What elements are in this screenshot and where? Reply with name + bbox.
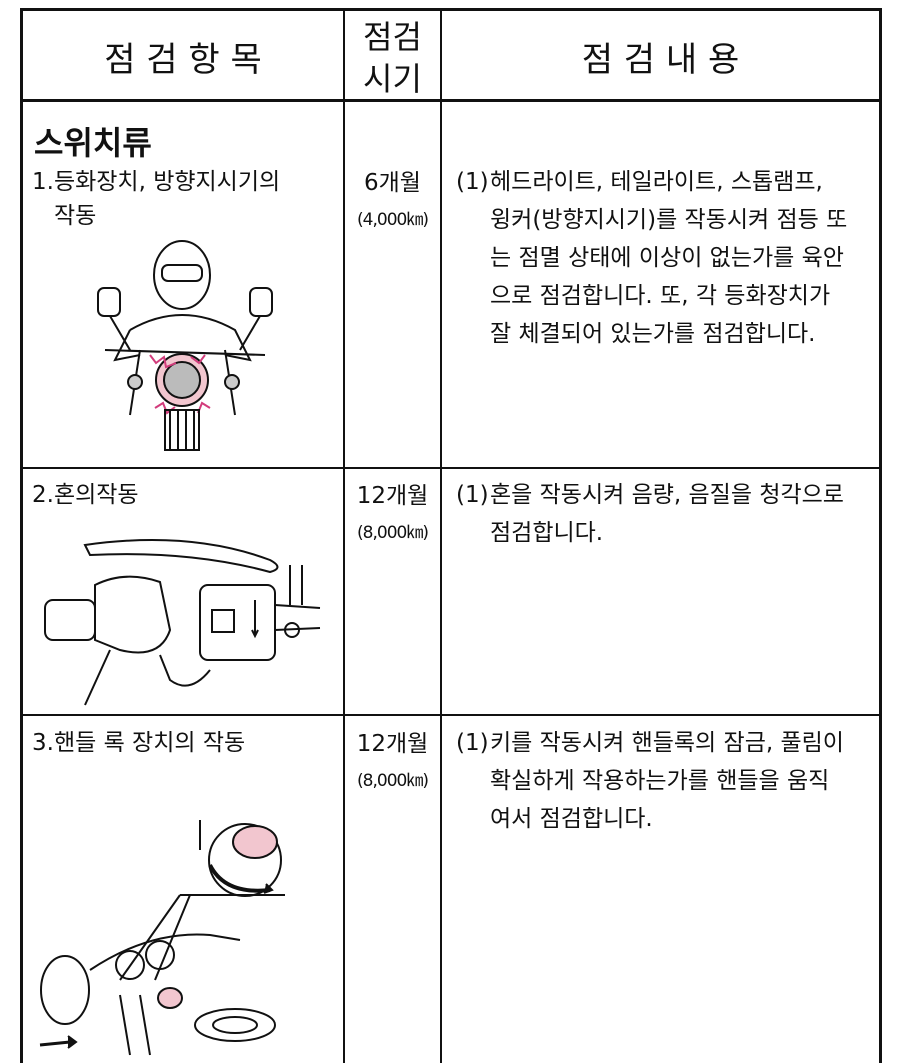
content-line: 헤드라이트, 테일라이트, 스톱램프, (490, 169, 823, 195)
border (20, 8, 23, 1063)
horn-illustration (44, 539, 321, 706)
distance: (8,000㎞) (357, 523, 429, 543)
content-line: 으로 점검합니다. 또, 각 등화장치가 (490, 283, 831, 309)
content-marker: (1) (456, 169, 489, 195)
border (20, 8, 882, 11)
content-line: 잘 체결되어 있는가를 점검합니다. (490, 321, 816, 347)
header-content: 점 검 내 용 (581, 40, 740, 80)
header-period: 시기 (363, 60, 422, 98)
section-title: 스위치류 (34, 124, 152, 162)
border (20, 99, 882, 102)
border (879, 8, 882, 1063)
period: 6개월 (364, 170, 421, 196)
rider-illustration (97, 240, 273, 451)
lock-illustration (39, 820, 285, 1056)
item-text: 3.핸들 록 장치의 작동 (32, 730, 246, 756)
content-line: 는 점멸 상태에 이상이 없는가를 육안 (490, 245, 844, 271)
distance: (4,000㎞) (357, 210, 429, 230)
border (343, 8, 345, 1063)
item-text: 작동 (54, 203, 97, 229)
content-line: 여서 점검합니다. (490, 806, 653, 832)
border (20, 467, 882, 469)
period: 12개월 (356, 483, 429, 509)
content-line: 혼을 작동시켜 음량, 음질을 청각으로 (490, 482, 844, 508)
content-line: 키를 작동시켜 핸들록의 잠금, 풀림이 (490, 730, 844, 756)
content-line: 점검합니다. (490, 520, 604, 546)
header-item: 점 검 항 목 (104, 40, 262, 80)
border (440, 8, 442, 1063)
content-marker: (1) (456, 482, 489, 508)
distance: (8,000㎞) (357, 771, 429, 791)
content-line: 확실하게 작용하는가를 핸들을 움직 (490, 768, 830, 794)
header-period: 점검 (363, 18, 422, 56)
item-text: 2.혼의작동 (32, 482, 139, 508)
content-line: 윙커(방향지시기)를 작동시켜 점등 또 (490, 207, 848, 233)
border (20, 714, 882, 716)
period: 12개월 (356, 731, 429, 757)
content-marker: (1) (456, 730, 489, 756)
item-text: 1.등화장치, 방향지시기의 (32, 169, 281, 195)
